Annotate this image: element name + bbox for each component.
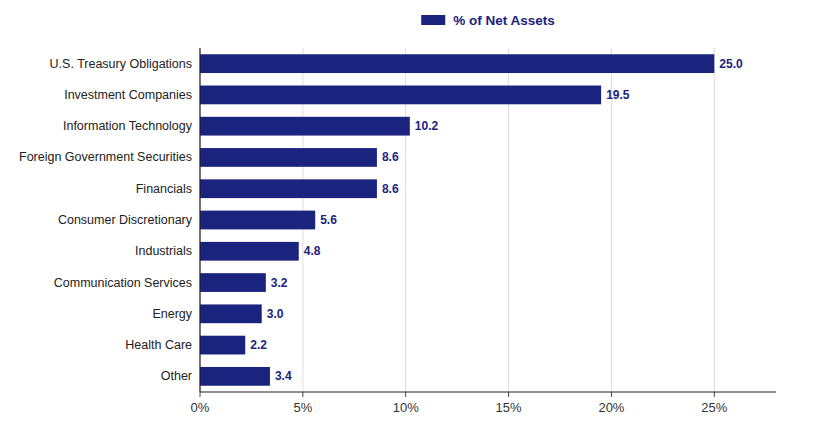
category-label: Industrials <box>135 244 192 258</box>
bars <box>200 54 714 385</box>
bar <box>200 86 601 105</box>
zero-line <box>199 48 200 392</box>
category-label: Communication Services <box>54 276 192 290</box>
legend-label: % of Net Assets <box>453 13 555 28</box>
category-label: Financials <box>136 182 192 196</box>
category-label: Health Care <box>125 338 192 352</box>
category-label: Foreign Government Securities <box>19 150 192 164</box>
legend: % of Net Assets <box>421 13 555 28</box>
x-axis-line <box>200 391 776 392</box>
bar <box>200 148 377 167</box>
tick-label: 20% <box>598 400 624 415</box>
category-label: Energy <box>152 307 192 321</box>
data-label: 5.6 <box>320 213 337 227</box>
tick-label: 0% <box>191 400 210 415</box>
category-label: Consumer Discretionary <box>58 213 193 227</box>
data-label: 3.2 <box>271 276 288 290</box>
bar <box>200 211 315 230</box>
data-label: 25.0 <box>719 57 743 71</box>
grid-line <box>714 48 715 392</box>
x-axis: 0% 5% 10% 15% 20% 25% <box>191 392 728 415</box>
tick-mark <box>405 392 406 397</box>
bar <box>200 54 714 73</box>
grid <box>200 48 714 392</box>
data-label: 3.4 <box>275 369 292 383</box>
bar <box>200 336 245 355</box>
bar <box>200 242 299 261</box>
bar <box>200 273 266 292</box>
bar <box>200 367 270 386</box>
tick-label: 25% <box>701 400 727 415</box>
data-label: 2.2 <box>250 338 267 352</box>
bar <box>200 304 262 323</box>
data-label: 10.2 <box>415 119 439 133</box>
category-label: Investment Companies <box>64 88 192 102</box>
category-label: Other <box>161 369 192 383</box>
category-label: Information Technology <box>63 119 193 133</box>
grid-line <box>200 48 201 392</box>
data-label: 3.0 <box>267 307 284 321</box>
tick-mark <box>714 392 715 397</box>
legend-swatch <box>421 15 445 25</box>
data-label: 8.6 <box>382 182 399 196</box>
bar <box>200 117 410 136</box>
tick-label: 5% <box>293 400 312 415</box>
y-axis: Other Health Care Energy Communication Serv… <box>19 57 193 384</box>
data-label: 19.5 <box>606 88 630 102</box>
chart: 0% 5% 10% 15% 20% 25% 3.4 2.2 3.0 3.2 4.8 5.6 8.6 8.6… <box>0 0 816 432</box>
tick-mark <box>302 392 303 397</box>
data-labels: 3.4 2.2 3.0 3.2 4.8 5.6 8.6 8.6 10.2 19.5 25.0 <box>250 57 743 384</box>
tick-mark <box>200 392 201 397</box>
data-label: 4.8 <box>304 244 321 258</box>
data-label: 8.6 <box>382 150 399 164</box>
category-label: U.S. Treasury Obligations <box>50 57 192 71</box>
tick-label: 15% <box>496 400 522 415</box>
tick-mark <box>508 392 509 397</box>
tick-label: 10% <box>393 400 419 415</box>
tick-mark <box>611 392 612 397</box>
bar <box>200 179 377 198</box>
